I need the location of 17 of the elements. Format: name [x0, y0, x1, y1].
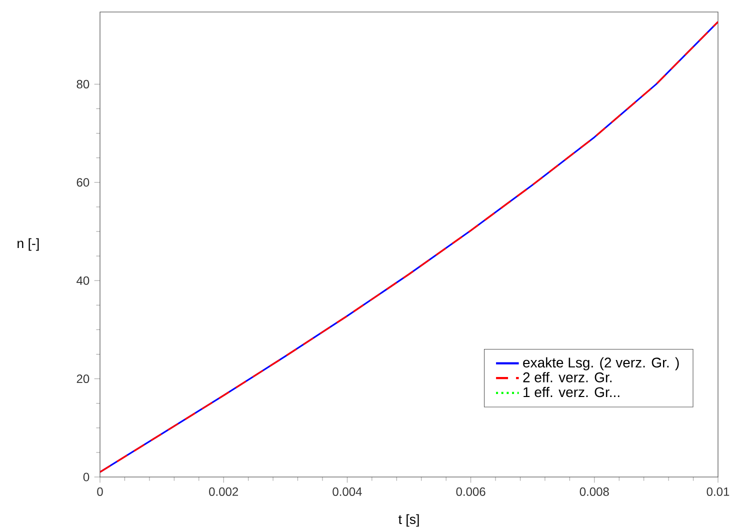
x-tick-label: 0.002: [209, 487, 238, 496]
x-tick-label: 0: [97, 487, 103, 496]
legend-label: exakte Lsg. (2 verz. Gr. ): [523, 357, 679, 370]
x-tick-label: 0.01: [706, 487, 730, 496]
x-axis-title: t [s]: [398, 514, 419, 527]
y-tick-label: 20: [76, 374, 90, 384]
y-tick-label: 80: [76, 80, 90, 88]
y-tick-label: 40: [76, 276, 90, 285]
line-series: [100, 21, 718, 473]
x-tick-label: 0.004: [332, 487, 362, 496]
y-tick-label: 60: [76, 178, 90, 187]
x-tick-label: 0.008: [580, 487, 609, 496]
legend-label: 1 eff. verz. Gr...: [524, 386, 620, 398]
y-axis-title: n [-]: [18, 238, 39, 251]
x-tick-label: 0.006: [456, 487, 486, 496]
y-tick-label: 0: [83, 472, 90, 482]
legend-label: 2 eff. verz. Gr.: [523, 372, 612, 382]
